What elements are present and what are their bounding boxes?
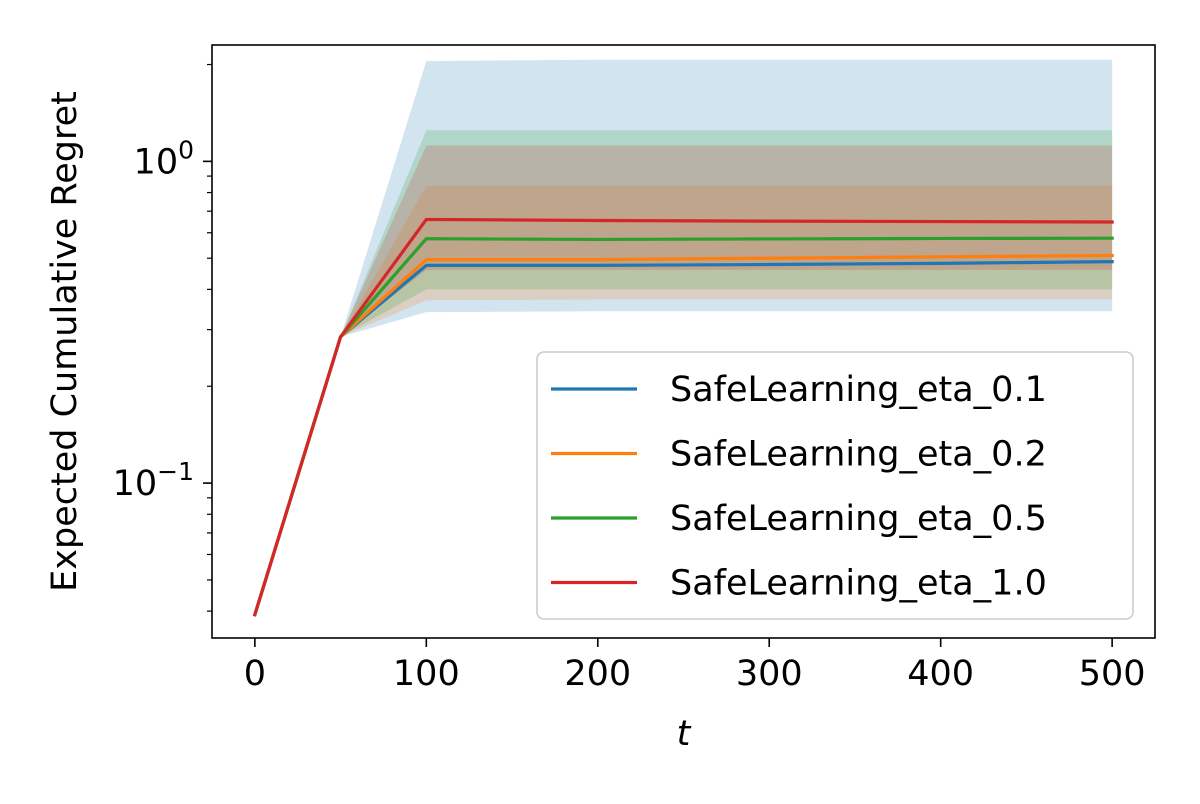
series-band-1	[254, 59, 1113, 615]
x-tick-label: 500	[1079, 654, 1146, 694]
legend-label: SafeLearning_eta_0.1	[670, 370, 1047, 410]
y-tick-label: 10−1	[113, 457, 194, 504]
legend-box	[536, 351, 1134, 620]
series-band-2	[254, 185, 1113, 615]
legend-label: SafeLearning_eta_0.5	[670, 499, 1047, 539]
plot-frame	[211, 44, 1156, 639]
x-tick-label: 300	[736, 654, 803, 694]
legend-label: SafeLearning_eta_0.2	[670, 435, 1047, 475]
series-band-3	[254, 130, 1113, 615]
legend-label: SafeLearning_eta_1.0	[670, 564, 1047, 604]
x-axis-label: t	[677, 714, 692, 754]
x-tick-label: 400	[907, 654, 974, 694]
x-tick-label: 200	[564, 654, 631, 694]
x-tick-label: 100	[393, 654, 460, 694]
series-line-4	[252, 217, 1114, 617]
y-tick-label: 100	[134, 135, 194, 182]
y-axis-label: Expected Cumulative Regret	[45, 91, 85, 592]
x-tick-label: 0	[244, 654, 266, 694]
